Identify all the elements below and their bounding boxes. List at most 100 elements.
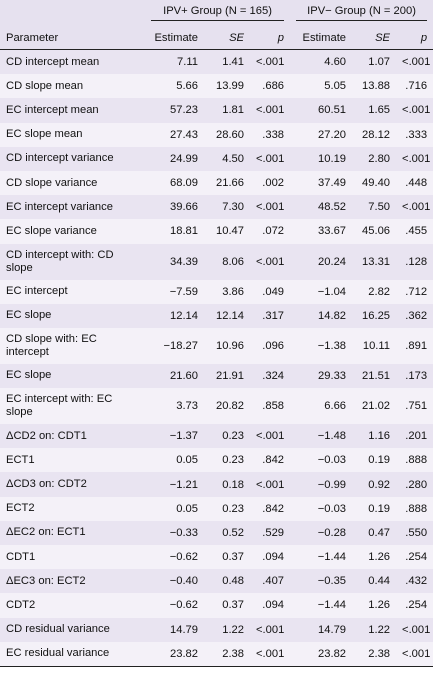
cell: .338 [262,128,285,141]
table-row: ECT1 0.05 0.23 .842 −0.03 0.19 .888 [0,448,433,473]
cell: .324 [262,369,285,382]
cell: 13.31 [362,255,391,268]
cell: .280 [405,478,428,491]
cell: −1.04 [317,285,347,298]
cell: 0.37 [222,551,244,564]
cell: <.001 [256,56,285,69]
cell: 0.19 [368,502,391,515]
cell: 0.18 [222,478,244,491]
cell: −0.28 [317,526,347,539]
cell: .072 [262,225,285,238]
table-row: ECT2 0.05 0.23 .842 −0.03 0.19 .888 [0,496,433,521]
cell: 1.22 [368,623,391,636]
cell: .858 [262,400,285,413]
column-header: Parameter [0,26,145,50]
row-label: CD intercept variance [6,152,114,165]
cell: −0.62 [169,551,198,564]
table-row: EC residual variance 23.82 2.38 <.001 23.82 2… [0,641,433,667]
cell: 27.43 [170,128,198,141]
cell: 0.44 [368,575,391,588]
cell: 27.20 [318,128,347,141]
table-row: CD residual variance 14.79 1.22 <.001 14.79 1… [0,617,433,642]
cell: <.001 [256,255,285,268]
cell: .094 [262,551,285,564]
cell: 0.48 [222,575,244,588]
cell: .842 [262,502,285,515]
table-row: CD intercept mean 7.11 1.41 <.001 4.60 1.07 <.… [0,49,433,75]
cell: −0.03 [317,502,347,515]
table-row: CDT1 −0.62 0.37 .094 −1.44 1.26 .254 [0,545,433,570]
row-label: ΔCD3 on: CDT2 [6,478,87,491]
cell: 7.50 [368,201,391,214]
cell: 68.09 [170,177,198,190]
cell: 1.16 [368,430,391,443]
cell: 1.81 [222,104,244,117]
cell: 2.80 [368,152,391,165]
cell: .686 [262,80,285,93]
cell: −1.48 [317,430,347,443]
cell: 21.66 [216,177,244,190]
cell: .254 [405,551,428,564]
cell: 33.67 [318,225,347,238]
table-row: EC intercept with: EC slope 3.73 20.82 .858… [0,388,433,425]
row-label: CDT1 [6,550,36,563]
cell: 14.79 [170,623,198,636]
cell: 23.82 [145,641,204,667]
row-label: EC intercept with: EC slope [6,393,113,419]
cell: .550 [405,526,428,539]
cell: −1.21 [169,478,198,491]
cell: −0.62 [169,599,198,612]
cell: 16.25 [362,309,391,322]
row-label: EC residual variance [0,641,145,667]
cell: .751 [405,400,428,413]
cell: 1.26 [368,551,391,564]
row-label: ΔEC3 on: ECT2 [6,574,86,587]
row-label: EC slope [6,309,52,322]
cell: .333 [405,128,428,141]
cell: 1.22 [222,623,244,636]
table-row: ΔCD3 on: CDT2 −1.21 0.18 <.001 −0.99 0.92 .280 [0,472,433,497]
table-row: EC slope 12.14 12.14 .317 14.82 16.25 .362 [0,303,433,328]
cell: −18.27 [163,339,198,352]
cell: <.001 [256,623,285,636]
cell: 1.26 [368,599,391,612]
group-label: IPV− Group (N = 200) [296,5,428,21]
row-label: CD residual variance [6,623,110,636]
cell: 21.51 [362,369,391,382]
cell: 5.66 [176,80,198,93]
cell: −7.59 [169,285,198,298]
cell: 2.82 [368,285,391,298]
cell: <.001 [402,104,431,117]
row-label: CD slope mean [6,79,84,92]
column-header: Estimate [145,26,204,50]
cell: 8.06 [222,255,244,268]
group-label: IPV+ Group (N = 165) [151,5,285,21]
cell: <.001 [402,201,431,214]
cell: .888 [405,454,428,467]
cell: .529 [262,526,285,539]
row-label: EC intercept mean [6,103,99,116]
cell: 1.65 [368,104,391,117]
row-label: CD slope variance [6,176,98,189]
results-table: IPV+ Group (N = 165) IPV− Group (N = 200… [0,0,433,667]
cell: 60.51 [318,104,347,117]
group-header: IPV+ Group (N = 165) [145,0,290,26]
cell: 3.86 [222,285,244,298]
cell: .716 [405,80,428,93]
cell: 0.92 [368,478,391,491]
cell: −0.40 [169,575,198,588]
cell: 10.19 [318,152,347,165]
cell: 0.23 [222,454,244,467]
cell: .432 [405,575,428,588]
cell: −0.33 [169,526,198,539]
table-row: EC slope mean 27.43 28.60 .338 27.20 28.12 .33… [0,122,433,147]
cell: .317 [262,309,285,322]
cell: .002 [262,177,285,190]
table-row: EC intercept mean 57.23 1.81 <.001 60.51 1.65… [0,98,433,123]
cell: 21.02 [362,400,391,413]
cell: 0.05 [176,502,198,515]
cell: 0.52 [222,526,244,539]
cell: 12.14 [216,309,244,322]
cell: 1.41 [222,56,244,69]
cell: 28.12 [362,128,391,141]
